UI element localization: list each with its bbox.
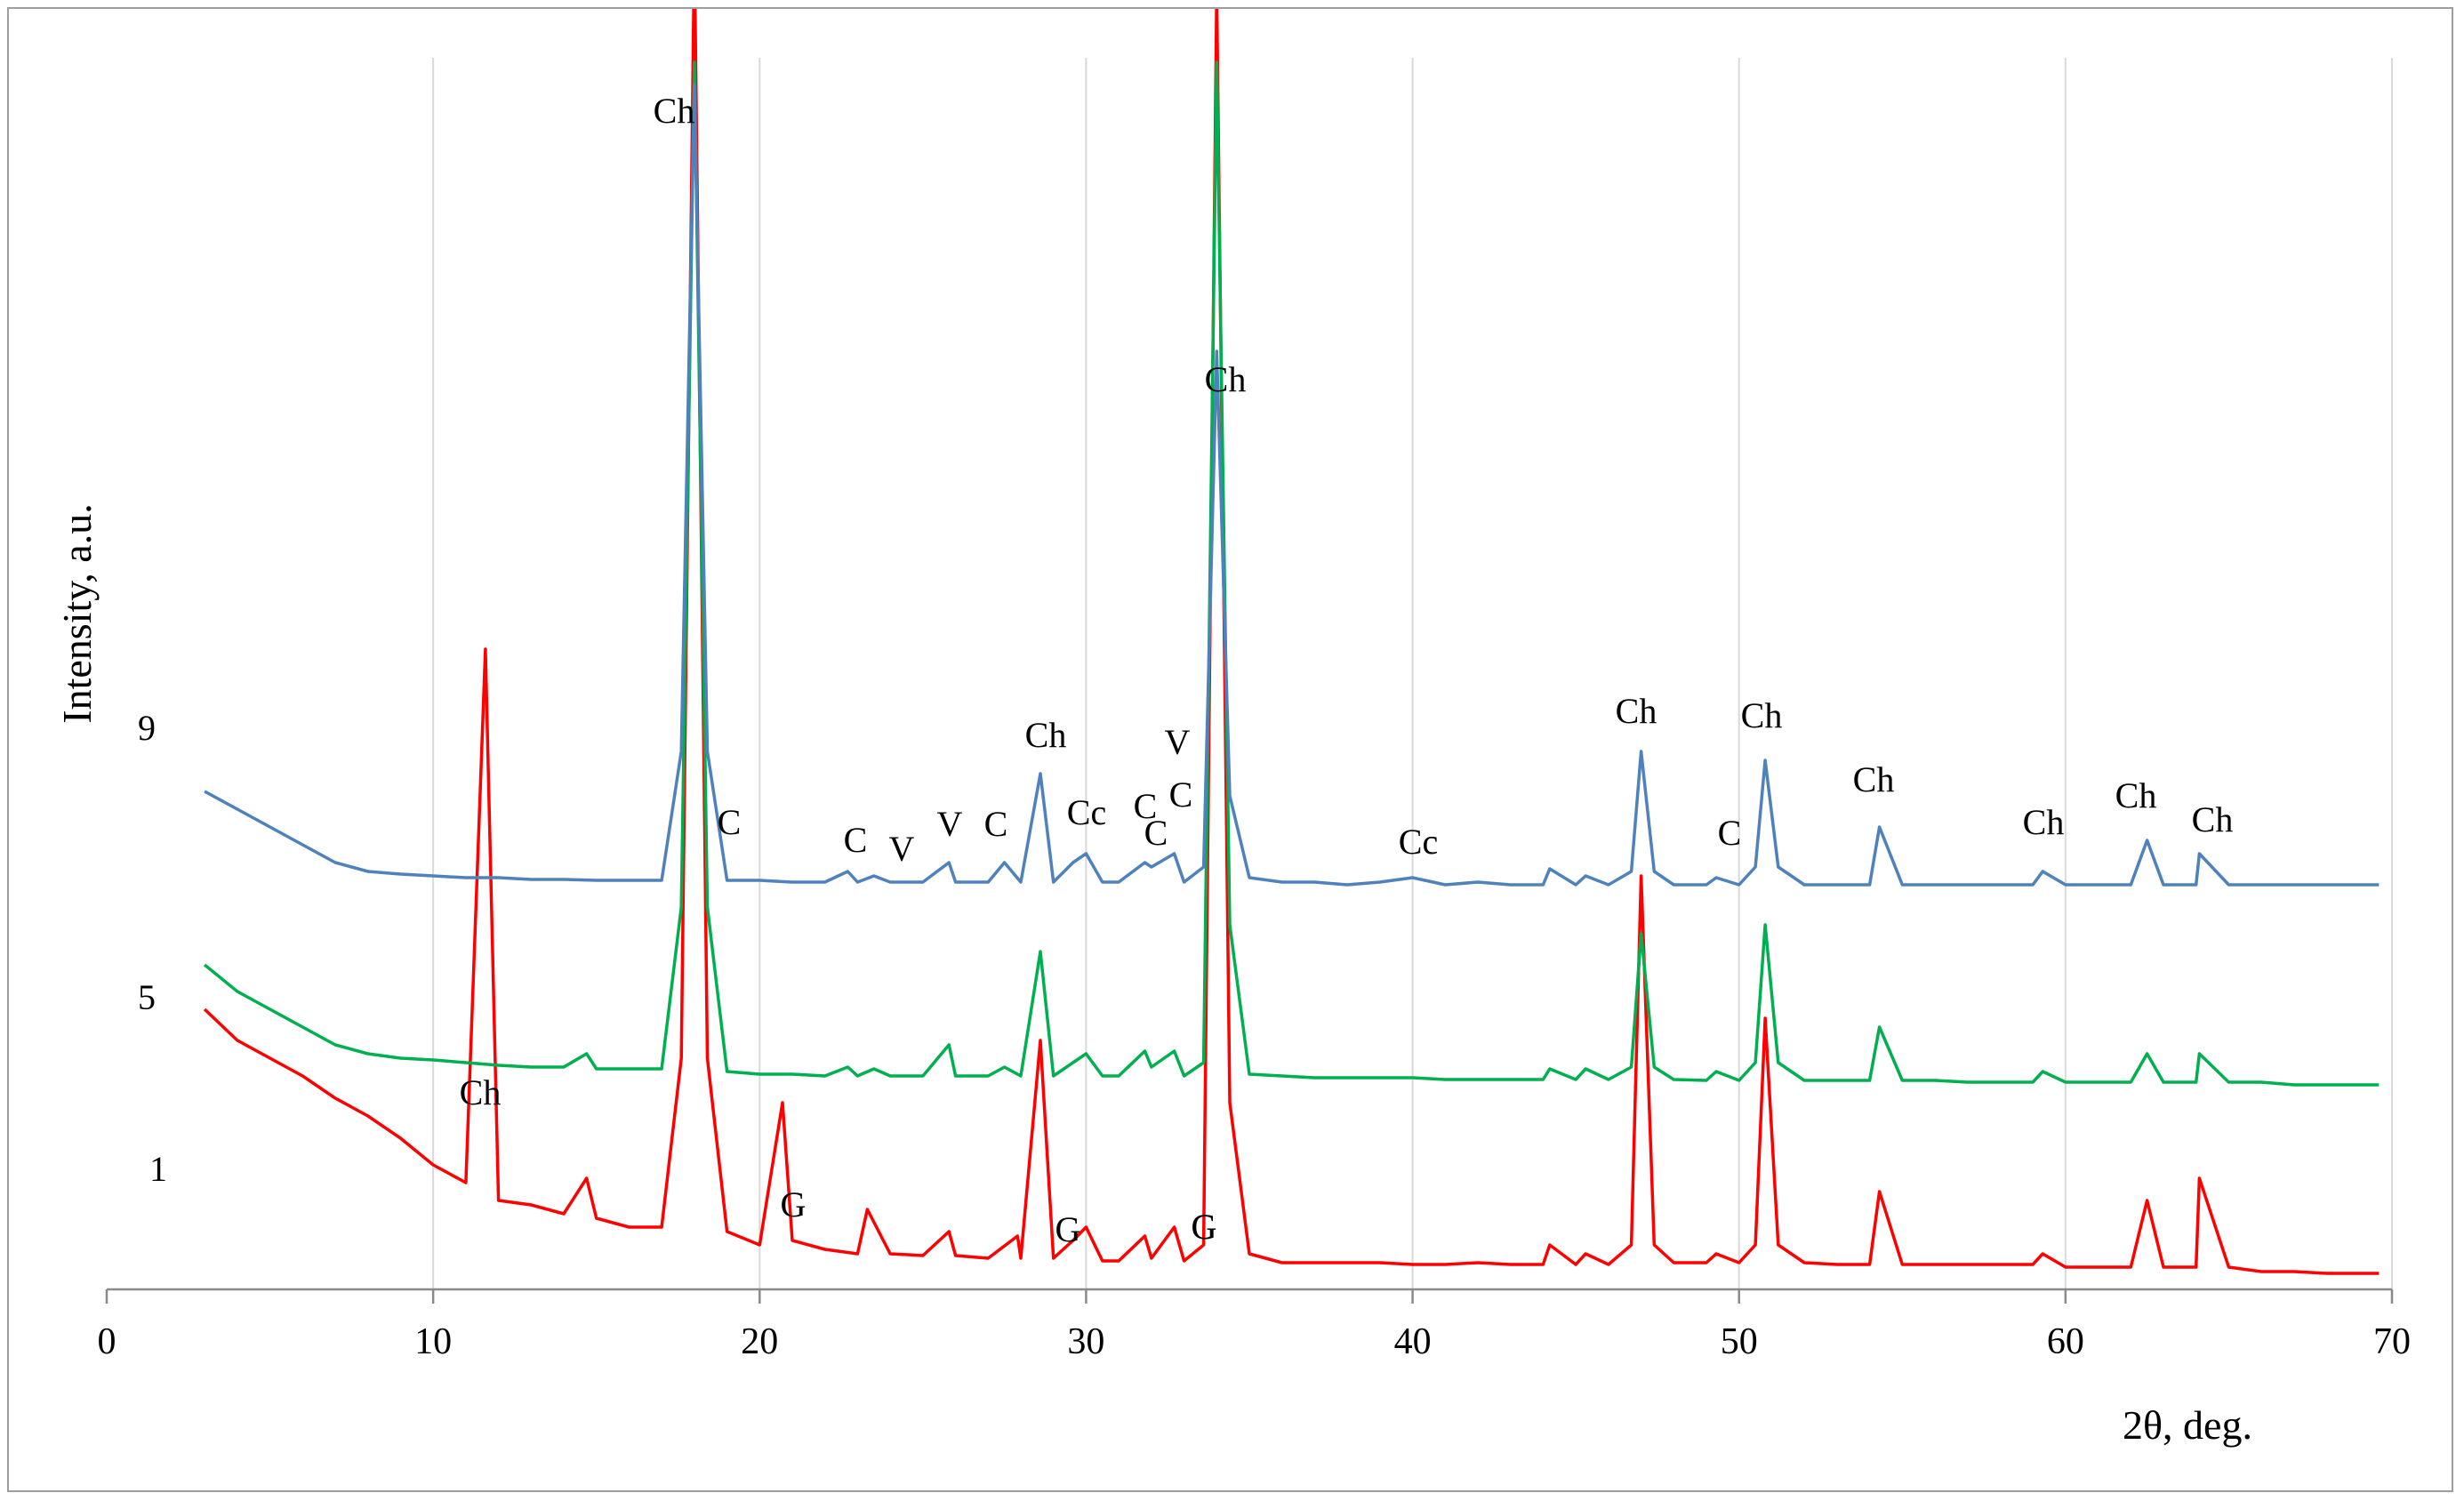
- series-label: 5: [138, 977, 156, 1017]
- peak-label: Ch: [2023, 802, 2065, 842]
- series-label: 1: [149, 1149, 167, 1189]
- peak-label: G: [1192, 1207, 1217, 1247]
- peak-label: Ch: [1853, 759, 1895, 799]
- peak-label: V: [1165, 722, 1191, 762]
- x-tick-label: 30: [1067, 1321, 1104, 1362]
- series-line-1: [203, 9, 2380, 1275]
- peak-label: C: [1134, 786, 1158, 826]
- x-tick-label: 0: [98, 1321, 116, 1362]
- x-axis-label: 2θ, deg.: [2123, 1402, 2252, 1448]
- peak-label: Ch: [1741, 695, 1783, 735]
- peak-label: Ch: [1205, 359, 1247, 399]
- peak-label: V: [937, 804, 963, 844]
- x-tick-label: 20: [741, 1321, 778, 1362]
- peak-label: C: [984, 804, 1008, 844]
- peak-label: Cc: [1399, 822, 1438, 862]
- peak-label: C: [844, 820, 868, 860]
- peak-label: Ch: [2115, 775, 2157, 815]
- y-axis-label: Intensity, a.u.: [54, 503, 100, 723]
- peak-label: G: [781, 1184, 807, 1224]
- x-tick-marks: [105, 1289, 2394, 1304]
- peak-label: G: [1192, 1207, 1217, 1247]
- series-lines: [203, 9, 2380, 1275]
- chart-frame: 0 10 20 30 40 50 60 70 Ch C C V V C Ch Cc C C V C Ch Cc Ch C Ch…: [7, 7, 2453, 1492]
- peak-label: Cc: [1067, 792, 1106, 832]
- peak-label: Ch: [654, 91, 695, 131]
- x-tick-label: 10: [414, 1321, 452, 1362]
- x-tick-label: 70: [2373, 1321, 2411, 1362]
- x-tick-label: 40: [1394, 1321, 1432, 1362]
- series-line-9: [204, 83, 2380, 887]
- series-line-5: [203, 60, 2380, 1087]
- series-label: 9: [138, 708, 156, 748]
- peak-label: C: [1169, 775, 1193, 815]
- peak-label: Ch: [1616, 691, 1657, 731]
- peak-label: Ch: [460, 1072, 502, 1112]
- peak-label: C: [718, 802, 742, 842]
- peak-label: V: [889, 829, 915, 869]
- x-tick-label: 50: [1721, 1321, 1758, 1362]
- peak-label: Ch: [1025, 715, 1067, 755]
- peak-label: C: [1718, 813, 1742, 853]
- tick-labels: 0 10 20 30 40 50 60 70: [98, 1321, 2412, 1362]
- series-labels: 9 5 1: [138, 708, 167, 1189]
- grid-lines: [432, 58, 2393, 1289]
- peak-label: C: [1144, 813, 1168, 853]
- peak-label: Ch: [2192, 799, 2234, 839]
- peak-label: G: [1055, 1209, 1081, 1249]
- x-tick-label: 60: [2047, 1321, 2084, 1362]
